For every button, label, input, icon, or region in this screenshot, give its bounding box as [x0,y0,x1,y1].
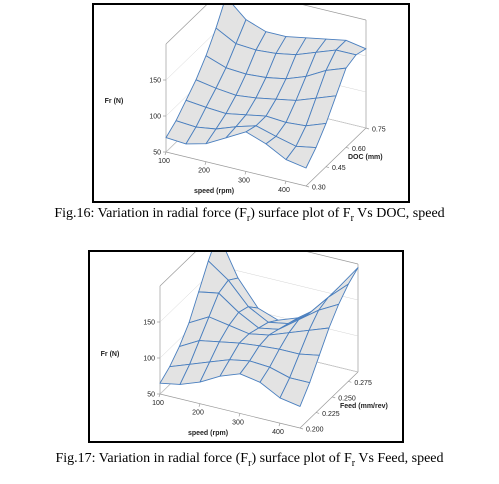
y-axis-label: Feed (mm/rev) [340,403,388,410]
y-tick [299,427,304,430]
surface-cell [285,145,317,169]
y-tick-label: 0.45 [332,165,346,172]
y-tick-label: 0.200 [306,427,324,434]
y-tick-label: 0.225 [322,411,340,418]
x-tick-label: 400 [272,429,284,436]
y-tick-label: 0.60 [352,146,366,153]
x-tick [278,423,281,427]
x-axis-label: speed (rpm) [194,188,234,195]
z-tick-label: 50 [153,150,161,157]
x-tick-label: 300 [238,177,250,184]
figure-16-chart: 50 100 150 100 200 300 400 0.30 0.45 0.60 0.75 Fr (… [92,3,410,203]
figure-16-caption: Fig.16: Variation in radial force (Fr) s… [54,206,445,224]
figure-17-caption: Fig.17: Variation in radial force (Fr) s… [55,451,444,469]
y-tick-label: 0.30 [312,185,326,192]
y-tick [365,127,370,130]
x-tick-label: 200 [192,410,204,417]
z-tick-label: 100 [143,356,155,363]
y-tick [348,381,352,383]
y-tick [305,185,310,188]
x-tick-label: 100 [152,400,164,407]
x-tick [238,413,241,417]
z-tick-label: 150 [149,78,161,85]
y-tick [345,147,350,149]
z-tick-label: 50 [147,392,155,399]
z-axis-label: Fr (N) [101,351,120,358]
box-edge [307,252,359,265]
y-tick-label: 0.75 [372,127,386,134]
z-tick-label: 100 [149,114,161,121]
box-edge [302,5,367,21]
y-tick-label: 0.275 [354,380,372,387]
x-tick [244,171,247,175]
y-axis-label: DOC (mm) [348,154,383,161]
x-axis-line [165,151,307,187]
x-tick-label: 200 [198,168,210,175]
x-tick [198,403,201,407]
y-tick [332,396,336,399]
z-axis-label: Fr (N) [105,98,124,105]
surface-cell [279,377,311,407]
x-axis-line [159,393,301,429]
x-tick [284,181,287,185]
y-tick-label: 0.250 [338,395,356,402]
figure-17-chart: 50 100 150 100 200 300 400 0.200 0.225 0.250 0.275… [88,250,404,443]
x-tick [158,393,161,398]
z-tick-label: 150 [143,320,155,327]
y-axis-line [305,127,367,187]
x-axis-label: speed (rpm) [188,430,228,437]
x-tick [204,161,207,165]
x-tick-label: 300 [232,419,244,426]
box-edge [165,5,207,45]
x-tick-label: 100 [158,158,170,165]
x-tick [164,151,167,156]
y-tick [316,412,320,414]
box-edge [159,252,196,287]
y-tick [325,166,330,168]
x-tick-label: 400 [278,187,290,194]
